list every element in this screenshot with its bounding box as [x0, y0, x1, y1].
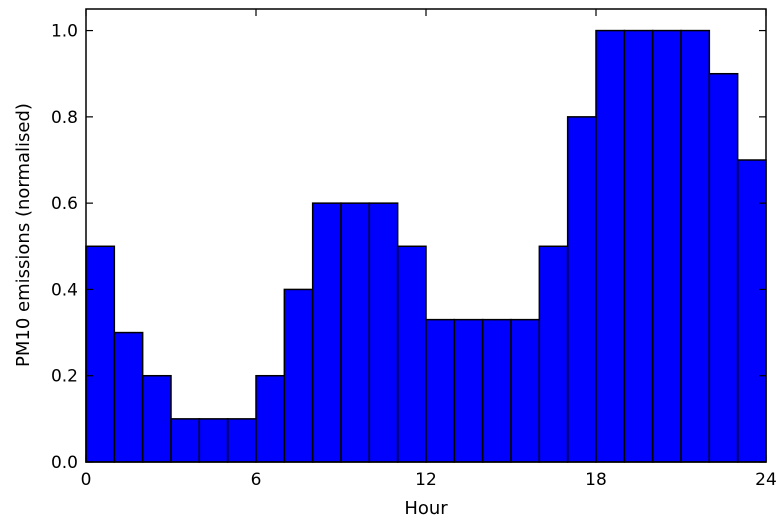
y-tick-label: 0.8 [51, 108, 78, 128]
histogram-bar [510, 318, 541, 463]
x-tick-label: 12 [415, 470, 437, 490]
histogram-bar [425, 318, 456, 463]
y-tick-label: 0.6 [51, 194, 78, 214]
x-axis-label: Hour [404, 498, 448, 519]
histogram-bar [651, 29, 682, 463]
y-tick-label: 0.0 [51, 453, 78, 473]
histogram-bar [141, 374, 172, 463]
x-tick-label: 24 [755, 470, 777, 490]
y-tick-label: 1.0 [51, 22, 78, 42]
histogram-bar [453, 318, 484, 463]
histogram-bar [113, 331, 144, 463]
histogram-bar [226, 418, 257, 463]
y-tick-label: 0.4 [51, 280, 78, 300]
histogram-bar [85, 245, 116, 463]
histogram-bar [708, 72, 739, 463]
histogram-bar [283, 288, 314, 463]
x-tick-label: 0 [81, 470, 92, 490]
histogram-bar [595, 29, 626, 463]
histogram-bar [396, 245, 427, 463]
x-tick-label: 18 [585, 470, 607, 490]
x-tick-label: 6 [251, 470, 262, 490]
bars-group [85, 29, 767, 463]
histogram-bar [170, 418, 201, 463]
histogram-bar [255, 374, 286, 463]
histogram-bar [736, 159, 767, 463]
y-tick-label: 0.2 [51, 367, 78, 387]
histogram-bar [538, 245, 569, 463]
histogram-bar [311, 202, 342, 463]
histogram-bar [566, 116, 597, 463]
histogram-bar [198, 418, 229, 463]
histogram-bar [680, 29, 711, 463]
histogram-bar [368, 202, 399, 463]
ticks-group: 0 6 12 18 24 0.0 0.2 0.4 0.6 0.8 1.0 [51, 9, 777, 490]
histogram-bar [340, 202, 371, 463]
histogram-bar [623, 29, 654, 463]
histogram-bar [481, 318, 512, 463]
y-axis-label: PM10 emissions (normalised) [13, 103, 34, 367]
